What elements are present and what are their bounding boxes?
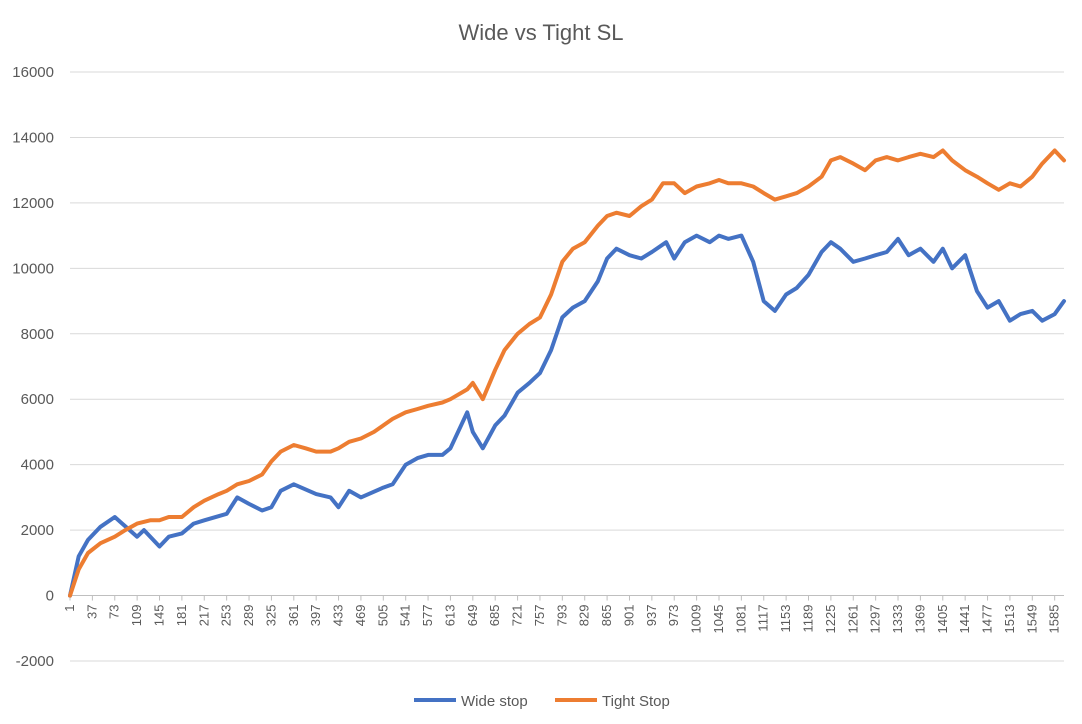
x-tick-label: 433 <box>331 605 346 627</box>
x-tick-label: 1153 <box>778 605 793 633</box>
gridlines <box>70 71 1064 662</box>
x-tick-label: 505 <box>375 605 390 627</box>
x-tick-label: 1369 <box>912 605 927 634</box>
y-tick-label: 8000 <box>21 326 54 343</box>
x-tick-label: 217 <box>196 605 211 627</box>
x-axis-ticks: 1 37 73 109 145 181 217 253 289 325 361 397 433 469 50… <box>62 595 1062 634</box>
x-tick-label: 361 <box>286 605 301 627</box>
series-line-tight-stop <box>68 148 1066 598</box>
x-tick-label: 685 <box>487 605 502 627</box>
x-tick-label: 1189 <box>801 605 816 633</box>
series-lines <box>68 148 1066 598</box>
x-tick-label: 829 <box>577 605 592 627</box>
y-tick-label: 14000 <box>12 129 54 146</box>
x-tick-label: 469 <box>353 605 368 627</box>
x-tick-label: 757 <box>532 605 547 627</box>
x-tick-label: 901 <box>621 605 636 627</box>
x-tick-label: 1225 <box>823 605 838 634</box>
x-tick-label: 1333 <box>890 605 905 634</box>
x-tick-label: 397 <box>308 605 323 627</box>
x-tick-label: 1477 <box>980 605 995 634</box>
x-tick-label: 793 <box>554 605 569 627</box>
series-line-wide-stop <box>68 233 1066 598</box>
y-tick-label: 12000 <box>12 195 54 212</box>
y-tick-label: -2000 <box>16 653 54 670</box>
y-tick-label: 16000 <box>12 64 54 81</box>
y-tick-label: 4000 <box>21 457 54 474</box>
chart-title: Wide vs Tight SL <box>458 20 623 45</box>
x-tick-label: 1441 <box>957 605 972 634</box>
x-tick-label: 973 <box>666 605 681 627</box>
x-tick-label: 649 <box>465 605 480 627</box>
x-tick-label: 1405 <box>935 605 950 634</box>
x-tick-label: 1549 <box>1024 605 1039 634</box>
x-tick-label: 1045 <box>711 605 726 634</box>
x-tick-label: 1081 <box>733 605 748 634</box>
x-tick-label: 721 <box>510 605 525 627</box>
x-tick-label: 253 <box>219 605 234 627</box>
y-tick-label: 10000 <box>12 260 54 277</box>
x-tick-label: 541 <box>398 605 413 627</box>
x-tick-label: 325 <box>263 605 278 627</box>
y-tick-label: 6000 <box>21 391 54 408</box>
y-tick-label: 0 <box>46 588 54 605</box>
x-tick-label: 289 <box>241 605 256 627</box>
x-tick-label: 1585 <box>1047 605 1062 634</box>
x-tick-label: 1261 <box>845 605 860 634</box>
legend: Wide stop Tight Stop <box>414 693 670 710</box>
x-tick-label: 145 <box>152 605 167 627</box>
legend-label-tight-stop: Tight Stop <box>602 693 670 710</box>
x-tick-label: 109 <box>129 605 144 627</box>
x-tick-label: 937 <box>644 605 659 627</box>
x-tick-label: 1117 <box>756 605 771 632</box>
y-axis-ticks: -2000 0 2000 4000 6000 8000 10000 12000 14000 160… <box>12 64 54 670</box>
x-tick-label: 1009 <box>689 605 704 634</box>
x-tick-label: 1297 <box>868 605 883 634</box>
x-tick-label: 73 <box>107 605 122 619</box>
x-tick-label: 865 <box>599 605 614 627</box>
legend-label-wide-stop: Wide stop <box>461 693 528 710</box>
x-tick-label: 1 <box>62 605 77 612</box>
x-tick-label: 577 <box>420 605 435 627</box>
x-tick-label: 1513 <box>1002 605 1017 634</box>
x-tick-label: 37 <box>84 605 99 619</box>
x-tick-label: 613 <box>442 605 457 627</box>
x-tick-label: 181 <box>174 605 189 627</box>
y-tick-label: 2000 <box>21 522 54 539</box>
